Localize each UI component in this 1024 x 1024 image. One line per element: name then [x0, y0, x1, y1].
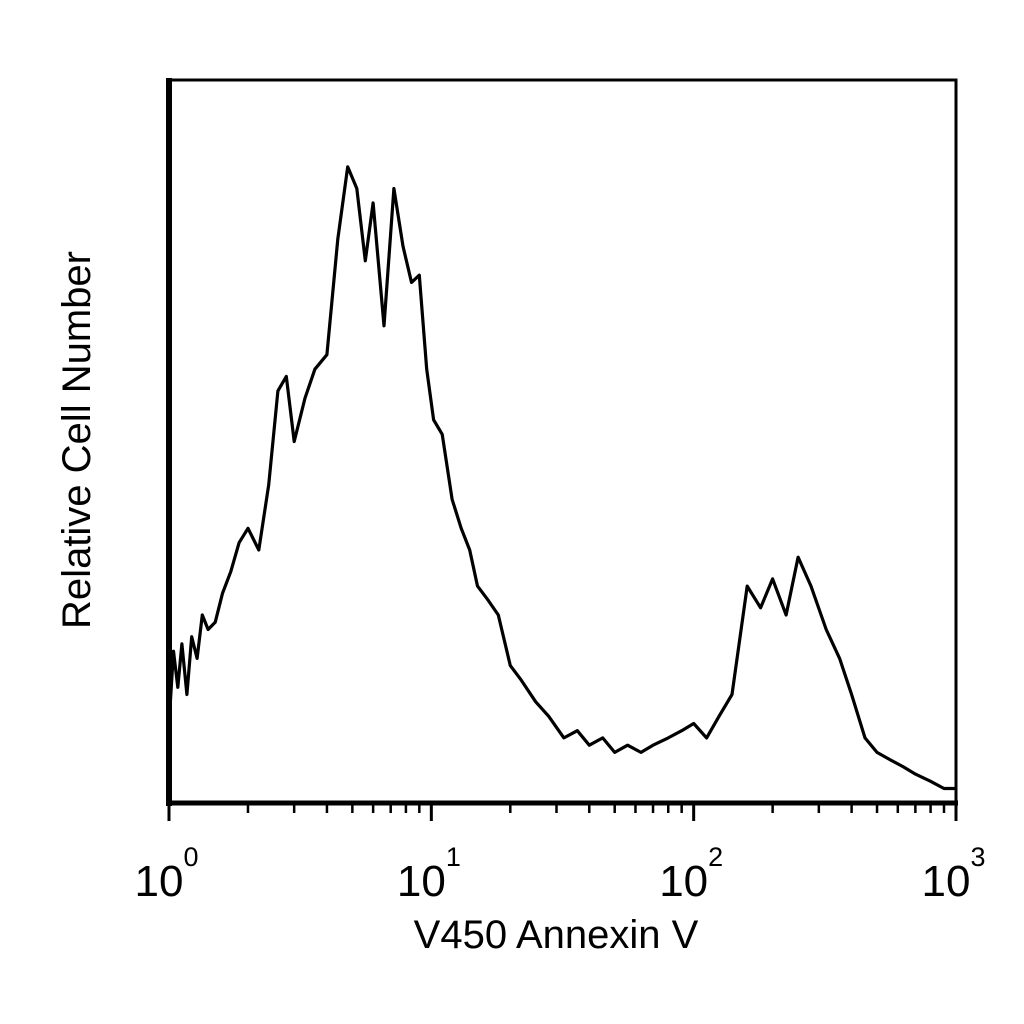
x-tick-exponent: 0	[183, 842, 198, 872]
x-tick-exponent: 2	[708, 842, 723, 872]
x-tick-exponent: 1	[446, 842, 461, 872]
x-tick-label: 10	[922, 857, 971, 906]
x-tick-label: 10	[397, 857, 446, 906]
x-tick-label: 10	[659, 857, 708, 906]
x-axis-label: V450 Annexin V	[414, 913, 699, 957]
y-axis-label: Relative Cell Number	[55, 251, 99, 629]
plot-frame	[167, 78, 958, 805]
x-tick-label: 10	[135, 857, 184, 906]
x-tick-exponent: 3	[970, 842, 985, 872]
x-axis-tick-labels: 10 0 10 1 10 2 10 3	[135, 842, 986, 906]
x-axis-ticks	[167, 803, 958, 821]
series-line-annexin-v	[167, 165, 956, 791]
